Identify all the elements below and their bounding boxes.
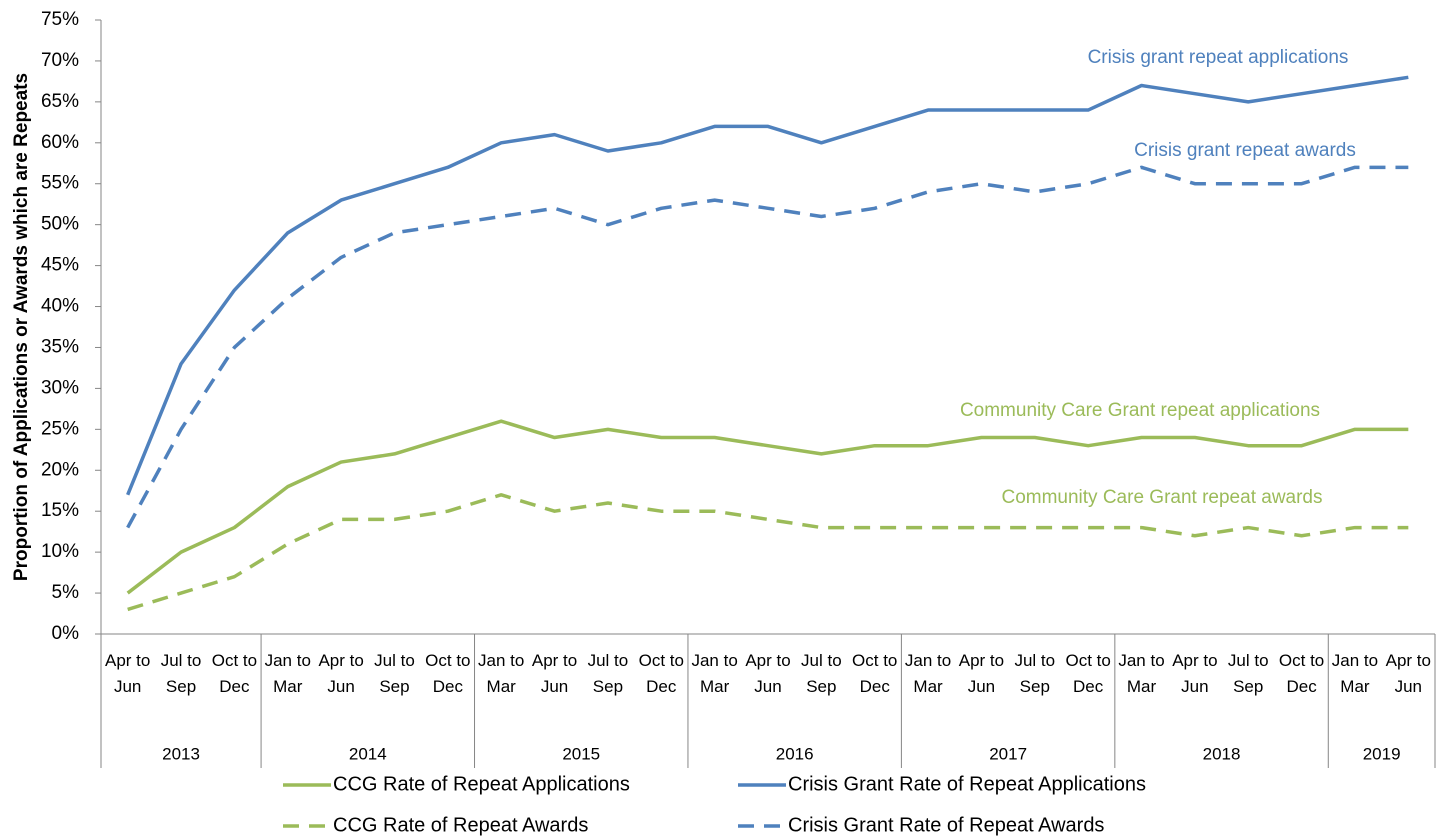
y-axis-label: Proportion of Applications or Awards whi… bbox=[11, 73, 32, 581]
x-tick-label: Apr to Jun bbox=[1172, 651, 1218, 696]
y-tick-label: 25% bbox=[41, 418, 79, 439]
y-tick-label: 45% bbox=[41, 255, 79, 276]
group-label: 2019 bbox=[1363, 744, 1401, 763]
x-tick-label: Apr to Jun bbox=[745, 651, 791, 696]
y-tick-label: 65% bbox=[41, 91, 79, 112]
y-tick-label: 30% bbox=[41, 377, 79, 398]
x-tick-label: Oct to Dec bbox=[425, 651, 471, 696]
series-line bbox=[126, 419, 1409, 595]
annotation: Community Care Grant repeat applications bbox=[960, 400, 1320, 421]
group-label: 2018 bbox=[1203, 744, 1241, 763]
y-tick-label: 15% bbox=[41, 500, 79, 521]
x-tick-label: Jan to Mar bbox=[264, 651, 311, 696]
group-label: 2014 bbox=[349, 744, 387, 763]
legend-label: CCG Rate of Repeat Applications bbox=[333, 773, 630, 795]
x-tick-label: Apr to Jun bbox=[958, 651, 1005, 696]
y-tick-label: 70% bbox=[41, 50, 79, 71]
x-tick-label: Jul to Sep bbox=[801, 651, 842, 696]
x-tick-label: Oct to Dec bbox=[638, 651, 684, 696]
group-label: 2017 bbox=[989, 744, 1027, 763]
annotation: Crisis grant repeat applications bbox=[1088, 47, 1349, 68]
x-tick-label: Jul to Sep bbox=[160, 651, 202, 696]
x-tick-label: Oct to Dec bbox=[1278, 651, 1325, 696]
x-tick-label: Jul to Sep bbox=[587, 651, 629, 696]
x-tick-label: Jul to Sep bbox=[374, 651, 415, 696]
y-tick-label: 55% bbox=[41, 173, 79, 194]
x-tick-label: Jan to Mar bbox=[1331, 651, 1379, 696]
series-line bbox=[126, 75, 1409, 496]
y-tick-label: 60% bbox=[41, 132, 79, 153]
x-tick-label: Oct to Dec bbox=[211, 651, 258, 696]
y-tick-label: 35% bbox=[41, 336, 79, 357]
y-tick-label: 5% bbox=[52, 582, 80, 603]
y-tick-label: 0% bbox=[52, 623, 80, 644]
x-tick-label: Jan to Mar bbox=[691, 651, 738, 696]
series-line bbox=[126, 165, 1409, 529]
legend-label: Crisis Grant Rate of Repeat Awards bbox=[788, 814, 1104, 836]
x-tick-label: Jul to Sep bbox=[1014, 651, 1056, 696]
x-tick-label: Apr to Jun bbox=[531, 651, 578, 696]
x-tick-label: Jan to Mar bbox=[478, 651, 525, 696]
group-label: 2016 bbox=[776, 744, 814, 763]
x-tick-label: Oct to Dec bbox=[852, 651, 898, 696]
annotation: Community Care Grant repeat awards bbox=[1001, 487, 1322, 508]
y-tick-label: 75% bbox=[41, 9, 79, 30]
legend-label: CCG Rate of Repeat Awards bbox=[333, 814, 588, 836]
x-tick-label: Apr to Jun bbox=[1385, 651, 1431, 696]
y-tick-label: 50% bbox=[41, 214, 79, 235]
x-tick-label: Jul to Sep bbox=[1227, 651, 1269, 696]
group-label: 2013 bbox=[162, 744, 200, 763]
annotation: Crisis grant repeat awards bbox=[1134, 140, 1356, 161]
y-tick-label: 40% bbox=[41, 296, 79, 317]
y-tick-label: 20% bbox=[41, 459, 79, 480]
group-label: 2015 bbox=[562, 744, 600, 763]
legend-label: Crisis Grant Rate of Repeat Applications bbox=[788, 773, 1146, 795]
series-line bbox=[127, 493, 1409, 612]
x-tick-label: Apr to Jun bbox=[105, 651, 151, 696]
x-tick-label: Apr to Jun bbox=[318, 651, 364, 696]
y-tick-label: 10% bbox=[41, 541, 79, 562]
x-tick-label: Jan to Mar bbox=[1118, 651, 1165, 696]
x-tick-label: Jan to Mar bbox=[904, 651, 952, 696]
x-tick-label: Oct to Dec bbox=[1065, 651, 1111, 696]
